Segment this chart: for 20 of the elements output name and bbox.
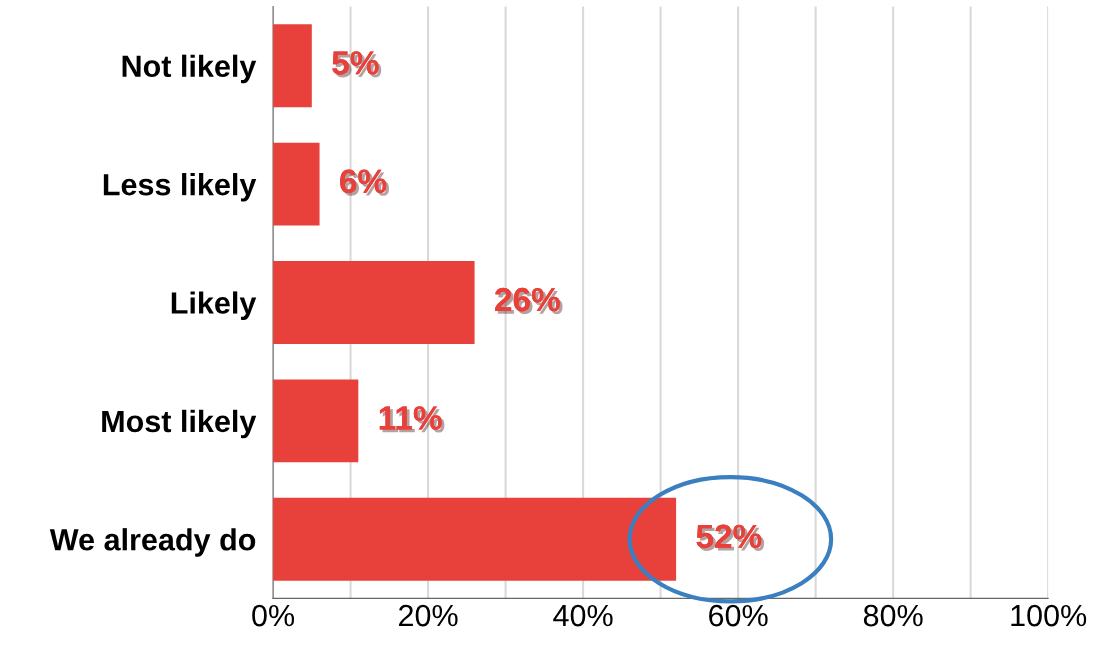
bar: [273, 261, 475, 344]
y-tick-label: Not likely: [122, 54, 257, 84]
bar: [273, 379, 359, 463]
x-tick-label: 40%: [553, 604, 613, 627]
data-label: 5%: [332, 51, 382, 78]
y-tick-label: Less likely: [103, 173, 257, 202]
data-label: 26%: [495, 287, 563, 315]
y-tick-label: Most likely: [102, 409, 257, 439]
x-tick-label: 60%: [709, 604, 768, 627]
y-tick-label: Likely: [171, 291, 257, 320]
bar: [273, 142, 320, 226]
data-label: 6%: [340, 169, 390, 196]
x-tick-label: 20%: [399, 604, 458, 627]
y-tick-label: We already do: [49, 528, 256, 557]
x-tick-label: 80%: [863, 604, 923, 627]
data-label: 11%: [379, 406, 445, 433]
data-label: 52%: [696, 524, 765, 551]
bar: [273, 24, 312, 108]
x-tick-label: 0%: [252, 604, 295, 627]
x-tick-label: 100%: [1011, 604, 1087, 627]
